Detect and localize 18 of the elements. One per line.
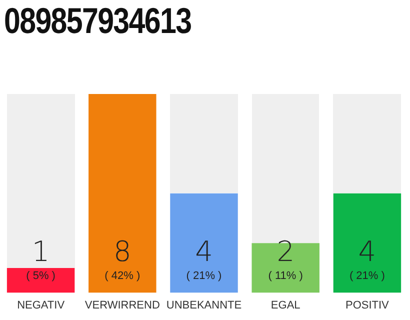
data-label: 2 [276,234,295,268]
x-tick-label: POSITIV [345,299,390,312]
x-tick-label: UNBEKANNTE [166,299,242,312]
data-label: 1 [32,234,50,268]
x-tick-label: VERWIRREND [84,299,160,312]
data-label: 4 [358,234,376,268]
bar [6,268,75,293]
annotation: ( 11% ) [268,270,303,282]
annotation: ( 21% ) [186,270,222,282]
data-label: 4 [195,234,213,268]
annotation: ( 42% ) [104,270,140,282]
data-label: 8 [113,234,132,268]
x-tick-label: NEGATIV [17,299,66,312]
bar [88,94,156,293]
annotation: ( 21% ) [349,270,385,282]
chart-title: 089857934613 [4,0,192,42]
x-tick-label: EGAL [270,299,300,312]
annotation: ( 5% ) [26,270,56,282]
